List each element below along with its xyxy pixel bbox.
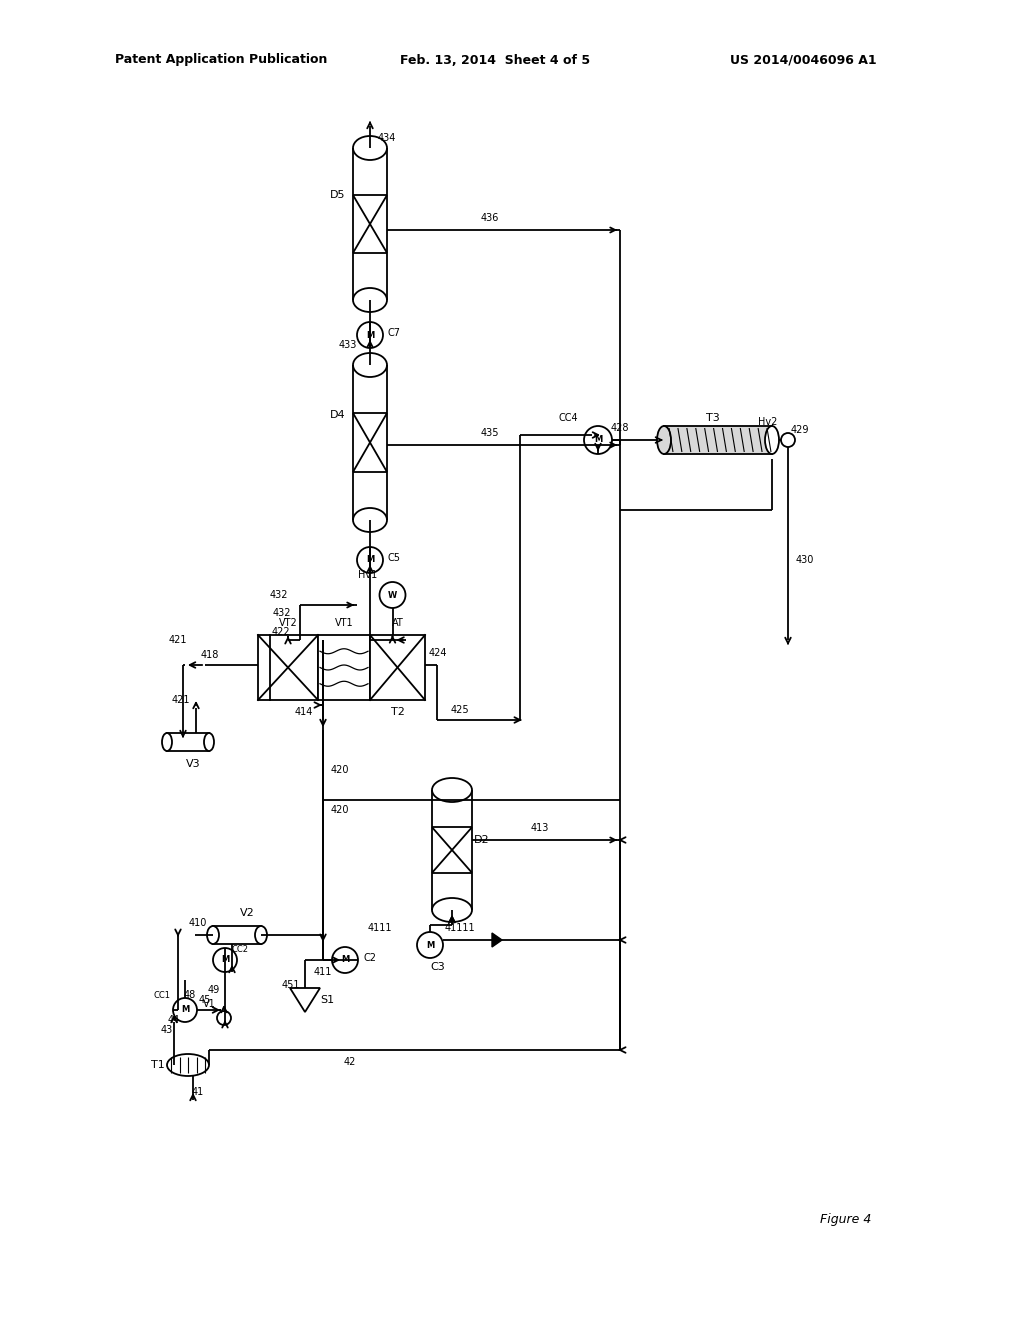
Bar: [370, 635, 425, 700]
Ellipse shape: [167, 1053, 209, 1076]
Text: 48: 48: [184, 990, 197, 1001]
Text: Hv1: Hv1: [357, 570, 377, 579]
Ellipse shape: [204, 733, 214, 751]
Text: T2: T2: [390, 708, 404, 717]
Polygon shape: [492, 933, 502, 946]
Circle shape: [357, 546, 383, 573]
Text: 434: 434: [378, 133, 396, 143]
Circle shape: [217, 1011, 231, 1026]
Circle shape: [417, 932, 443, 958]
Text: C3: C3: [431, 962, 445, 972]
Bar: [664, 426, 772, 454]
Text: 430: 430: [796, 554, 814, 565]
Text: V1: V1: [203, 999, 215, 1008]
Text: M: M: [426, 940, 434, 949]
Text: M: M: [181, 1006, 189, 1015]
Text: 49: 49: [208, 985, 220, 995]
Ellipse shape: [765, 426, 779, 454]
Text: M: M: [341, 956, 349, 965]
Text: V2: V2: [240, 908, 254, 917]
Bar: [318, 635, 370, 700]
Ellipse shape: [255, 927, 267, 944]
Text: 414: 414: [295, 708, 313, 717]
Text: W: W: [388, 590, 397, 599]
Text: VT2: VT2: [279, 618, 297, 628]
Ellipse shape: [432, 898, 472, 921]
Text: 410: 410: [188, 917, 207, 928]
Text: D5: D5: [331, 190, 346, 201]
Text: 425: 425: [451, 705, 469, 715]
Circle shape: [332, 946, 358, 973]
Text: D2: D2: [474, 836, 489, 845]
Ellipse shape: [353, 352, 387, 378]
Circle shape: [584, 426, 612, 454]
Text: 428: 428: [610, 422, 630, 433]
Polygon shape: [290, 987, 319, 1012]
Text: 413: 413: [530, 822, 549, 833]
Text: Feb. 13, 2014  Sheet 4 of 5: Feb. 13, 2014 Sheet 4 of 5: [400, 54, 590, 66]
Text: V3: V3: [185, 759, 201, 770]
Text: 45: 45: [199, 995, 211, 1005]
Text: 41: 41: [191, 1086, 204, 1097]
Text: 411: 411: [313, 968, 332, 977]
Ellipse shape: [353, 136, 387, 160]
Text: 418: 418: [201, 649, 219, 660]
Text: VT1: VT1: [335, 618, 353, 628]
Text: 432: 432: [269, 590, 288, 601]
Ellipse shape: [207, 927, 219, 944]
Text: 421: 421: [171, 696, 190, 705]
Text: T1: T1: [152, 1060, 165, 1071]
Text: 436: 436: [481, 213, 499, 223]
Text: AT: AT: [391, 618, 403, 628]
Text: T3: T3: [707, 413, 720, 422]
Text: C5: C5: [388, 553, 401, 564]
Ellipse shape: [353, 288, 387, 312]
Text: 422: 422: [271, 627, 290, 638]
Circle shape: [357, 322, 383, 348]
Text: 435: 435: [480, 428, 500, 438]
Text: M: M: [221, 956, 229, 965]
Circle shape: [173, 998, 197, 1022]
Text: Patent Application Publication: Patent Application Publication: [115, 54, 328, 66]
Text: Hv2: Hv2: [759, 417, 777, 426]
Text: 44: 44: [168, 1015, 180, 1026]
Text: M: M: [366, 556, 374, 565]
Text: 4111: 4111: [368, 923, 392, 933]
Text: CC2: CC2: [231, 945, 249, 954]
Text: M: M: [366, 330, 374, 339]
Text: 43: 43: [161, 1026, 173, 1035]
Text: 433: 433: [339, 341, 357, 350]
Circle shape: [380, 582, 406, 609]
Circle shape: [213, 948, 237, 972]
Text: CC1: CC1: [153, 990, 170, 999]
Ellipse shape: [657, 426, 671, 454]
Bar: [258, 635, 318, 700]
Text: D4: D4: [330, 411, 346, 420]
Text: M: M: [594, 436, 602, 445]
Text: 432: 432: [272, 609, 291, 618]
Text: 420: 420: [331, 766, 349, 775]
Text: Figure 4: Figure 4: [820, 1213, 871, 1226]
Text: 429: 429: [791, 425, 809, 436]
Text: 451: 451: [282, 979, 300, 990]
Text: US 2014/0046096 A1: US 2014/0046096 A1: [730, 54, 877, 66]
Text: 424: 424: [429, 648, 447, 657]
Ellipse shape: [162, 733, 172, 751]
Text: 421: 421: [169, 635, 187, 645]
Bar: [167, 733, 209, 751]
Ellipse shape: [432, 777, 472, 803]
Text: C2: C2: [362, 953, 376, 964]
Ellipse shape: [353, 508, 387, 532]
Text: C7: C7: [388, 327, 401, 338]
Text: 420: 420: [331, 805, 349, 814]
Text: CC4: CC4: [558, 413, 578, 422]
Text: S1: S1: [319, 995, 334, 1005]
Text: 42: 42: [344, 1057, 356, 1067]
Circle shape: [781, 433, 795, 447]
Bar: [213, 927, 261, 944]
Text: 41111: 41111: [444, 923, 475, 933]
